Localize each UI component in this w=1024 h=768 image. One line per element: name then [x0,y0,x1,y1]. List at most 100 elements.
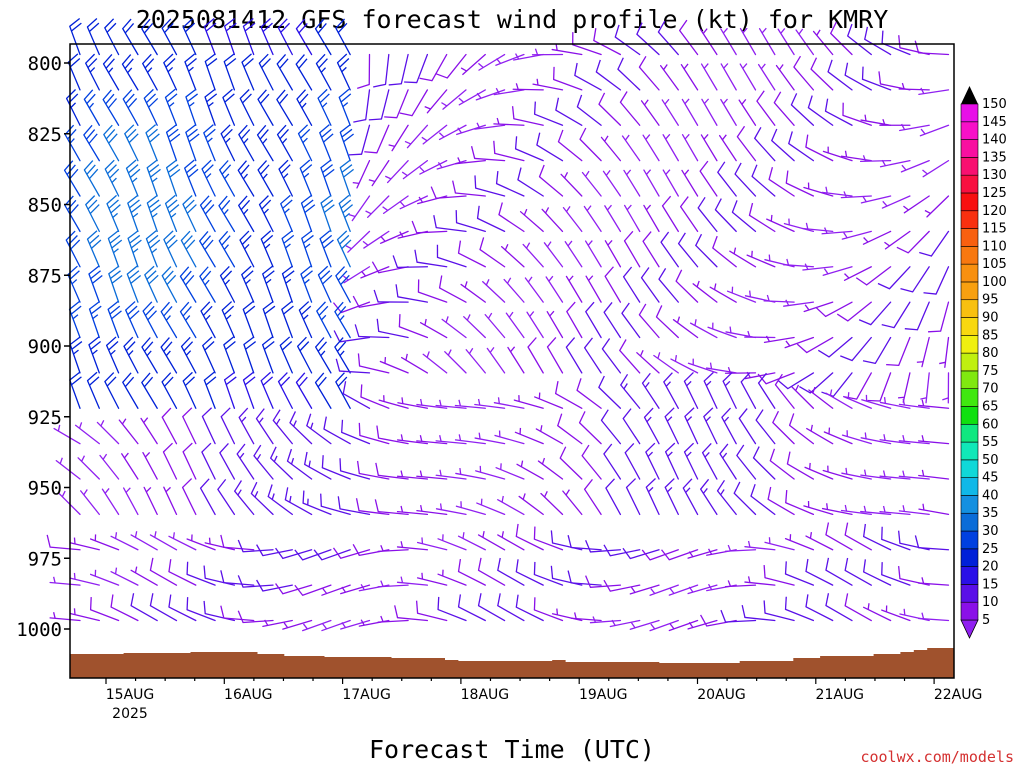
wind-barb [721,407,737,445]
wind-barb [257,160,274,197]
wind-barb [675,269,699,303]
wind-barb [474,432,506,445]
colorbar-label: 5 [982,613,990,628]
wind-barb [392,255,429,269]
wind-barb [103,124,120,162]
wind-barb [659,64,679,91]
wind-barb [404,124,429,149]
wind-barb [649,619,679,632]
wind-barb [301,230,314,268]
wind-barb [382,195,409,214]
wind-barb [357,353,390,374]
wind-barb [80,489,100,516]
wind-barb [223,371,237,409]
wind-barb [898,82,930,91]
colorbar-swatch [960,512,979,532]
wind-barb [494,430,525,445]
wind-barb [515,594,544,622]
wind-barb [85,195,100,233]
wind-barb [863,559,892,586]
wind-barb [334,337,351,374]
wind-barb [384,159,409,184]
wind-barb [757,372,776,409]
wind-barb [843,392,872,409]
wind-barb [918,87,950,95]
x-tick-label: 21AUG [816,687,865,703]
credit-link[interactable]: coolwx.com/models [860,748,1014,766]
colorbar-swatch [960,406,979,425]
wind-barb [104,18,120,56]
wind-barb [497,495,525,516]
wind-barb [102,89,120,126]
y-tick-label: 975 [28,548,62,570]
wind-barb [354,324,390,339]
wind-barb [600,409,622,445]
wind-barb [540,491,564,516]
wind-barb [121,452,139,480]
wind-barb [619,339,641,374]
y-axis: 800 825 850 875 900 925 950 975 1000 [16,53,70,641]
colorbar-label: 150 [982,97,1007,112]
wind-barb [142,301,158,339]
wind-barb [655,305,679,339]
wind-barb [604,239,622,268]
wind-barb [899,123,930,132]
wind-barb [376,425,409,445]
wind-barb [333,330,371,343]
colorbar-bottom-arrow [960,619,979,639]
wind-barb [475,89,506,101]
wind-barb [106,194,121,233]
wind-barb [687,619,718,630]
wind-barb [253,444,274,480]
wind-barb [368,89,390,121]
wind-barb [299,159,313,197]
wind-barb [416,470,448,480]
wind-barb [623,204,641,233]
wind-barb [503,277,525,303]
wind-barb [335,18,351,56]
wind-barb [862,230,892,245]
wind-barb [204,88,218,126]
wind-barb [83,124,100,162]
wind-barb [918,469,950,480]
wind-barb [692,280,718,303]
wind-barb [107,230,123,268]
wind-barb [670,355,699,374]
wind-barb [720,609,757,623]
wind-barb [768,167,795,197]
wind-barb [338,88,352,126]
wind-barb [437,596,467,622]
wind-barb [199,195,216,233]
wind-barb [918,503,950,516]
wind-barb [681,98,699,126]
wind-barb [589,616,622,624]
wind-barb [86,371,100,409]
wind-barb [795,28,815,56]
wind-barb [802,222,834,233]
wind-barb [220,605,255,622]
wind-barb [700,63,718,91]
wind-barb [714,198,737,233]
wind-barb [321,584,351,596]
wind-barb [622,266,641,303]
wind-barb [315,53,332,91]
wind-barb [142,451,158,480]
wind-barb [533,101,564,126]
wind-barb [898,505,930,516]
wind-barb [388,124,409,152]
wind-barb [220,124,236,162]
wind-barb [320,194,335,233]
wind-barb [239,230,255,268]
wind-barb [619,91,641,126]
wind-barb [533,526,564,551]
wind-barb [368,159,390,187]
wind-barb [377,545,409,553]
colorbar-swatch [960,103,979,123]
wind-barb [88,265,103,303]
wind-barb [237,160,255,197]
wind-barb [400,353,429,374]
wind-barb [896,230,930,254]
wind-barb [377,580,409,588]
wind-barb [585,275,602,303]
wind-barb [486,346,506,374]
